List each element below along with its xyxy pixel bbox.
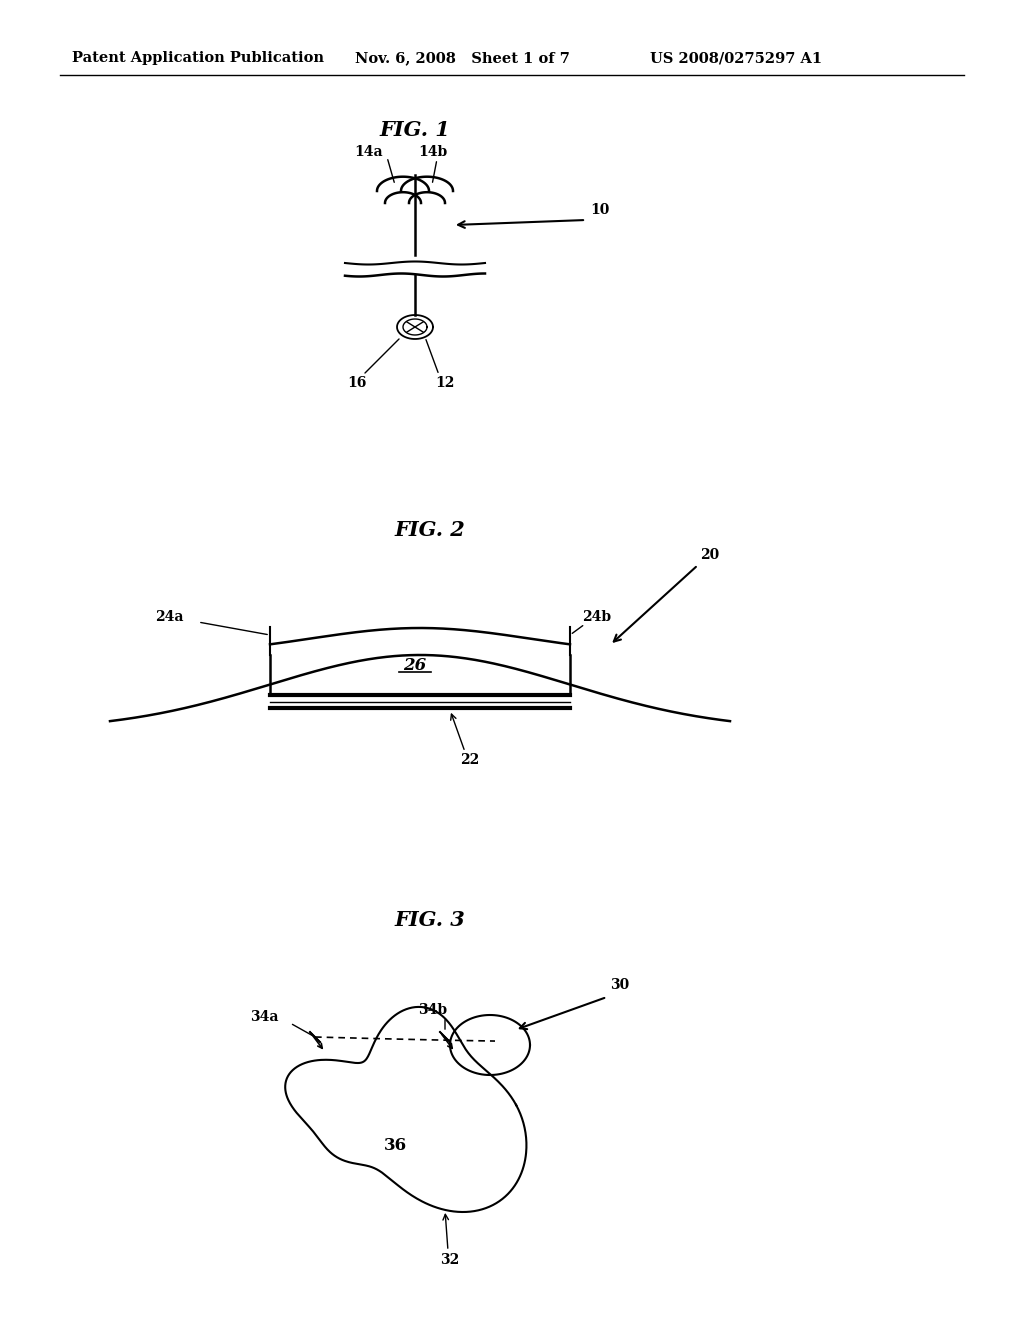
Text: 34b: 34b: [418, 1003, 447, 1016]
Text: 36: 36: [383, 1137, 407, 1154]
Text: 16: 16: [347, 376, 367, 389]
Text: 34a: 34a: [250, 1010, 279, 1024]
Text: 32: 32: [440, 1253, 459, 1267]
Text: 10: 10: [590, 203, 609, 216]
Text: 22: 22: [460, 752, 479, 767]
Text: 26: 26: [403, 656, 427, 673]
Text: 30: 30: [610, 978, 630, 993]
Text: FIG. 1: FIG. 1: [380, 120, 451, 140]
Text: 14b: 14b: [418, 145, 447, 158]
Text: US 2008/0275297 A1: US 2008/0275297 A1: [650, 51, 822, 65]
Text: FIG. 3: FIG. 3: [394, 909, 465, 931]
Text: 12: 12: [435, 376, 455, 389]
Text: 24b: 24b: [582, 610, 611, 624]
Text: FIG. 2: FIG. 2: [394, 520, 465, 540]
Text: Nov. 6, 2008   Sheet 1 of 7: Nov. 6, 2008 Sheet 1 of 7: [355, 51, 570, 65]
Text: 14a: 14a: [354, 145, 383, 158]
Text: 24a: 24a: [155, 610, 183, 624]
Text: Patent Application Publication: Patent Application Publication: [72, 51, 324, 65]
Text: 20: 20: [700, 548, 719, 562]
